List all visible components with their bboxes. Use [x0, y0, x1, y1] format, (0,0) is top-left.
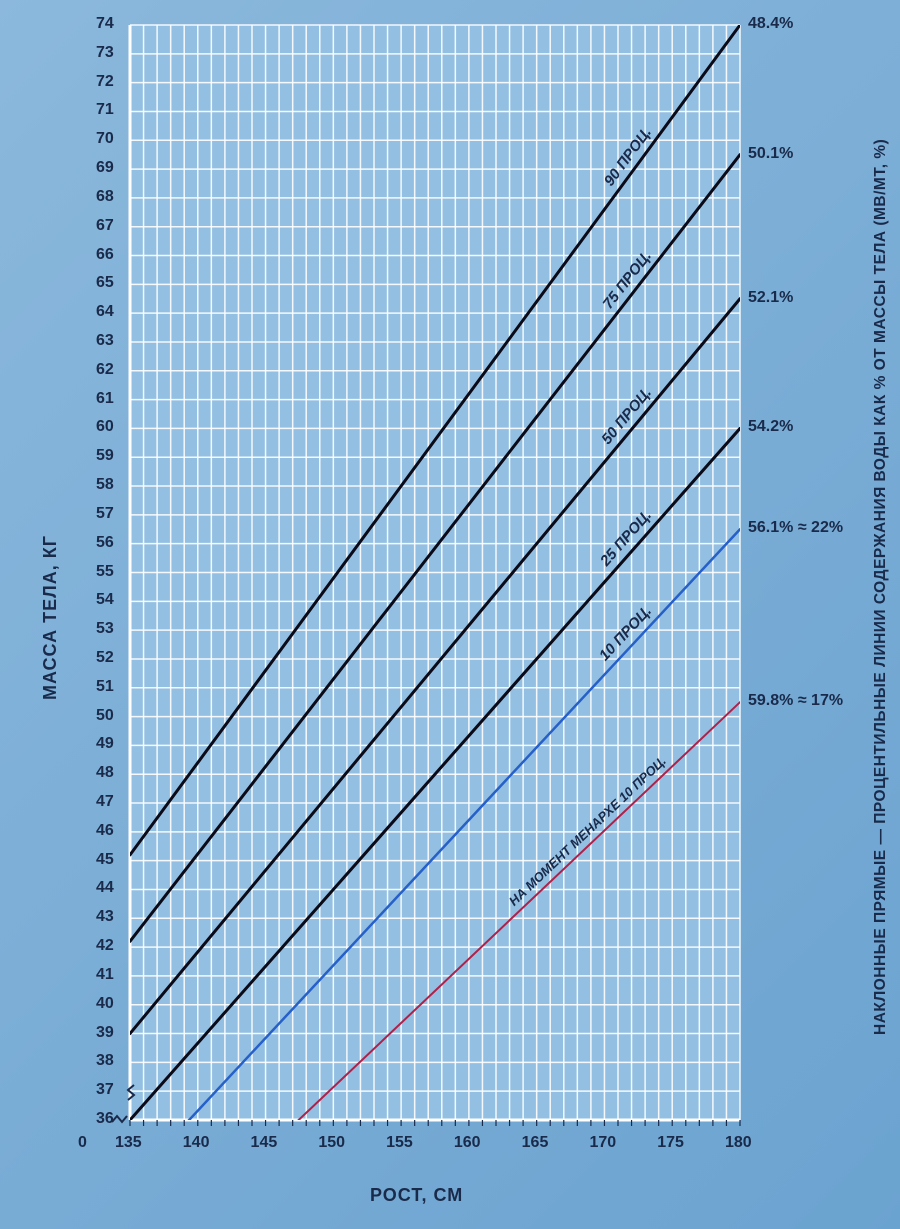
ytick-label: 60 — [96, 418, 114, 436]
ytick-label: 41 — [96, 966, 114, 984]
xtick-label: 150 — [318, 1134, 345, 1152]
ytick-label: 49 — [96, 735, 114, 753]
ytick-label: 69 — [96, 159, 114, 177]
ytick-label: 70 — [96, 130, 114, 148]
axis-break-x — [112, 1116, 127, 1122]
ytick-label: 47 — [96, 793, 114, 811]
xtick-label: 170 — [589, 1134, 616, 1152]
chart-page: МАССА ТЕЛА, КГ РОСТ, СМ НАКЛОННЫЕ ПРЯМЫЕ… — [0, 0, 900, 1229]
ytick-label: 37 — [96, 1081, 114, 1099]
ytick-label: 73 — [96, 44, 114, 62]
ytick-label: 55 — [96, 563, 114, 581]
ytick-label: 38 — [96, 1052, 114, 1070]
xtick-label: 160 — [454, 1134, 481, 1152]
ytick-label: 74 — [96, 15, 114, 33]
right-percent-label: 59.8% ≈ 17% — [748, 692, 843, 710]
ytick-label: 36 — [96, 1110, 114, 1128]
ytick-label: 46 — [96, 822, 114, 840]
xtick-label: 155 — [386, 1134, 413, 1152]
ytick-label: 51 — [96, 678, 114, 696]
ytick-label: 48 — [96, 764, 114, 782]
ytick-label: 53 — [96, 620, 114, 638]
x-axis-label: РОСТ, СМ — [370, 1185, 463, 1206]
ytick-label: 54 — [96, 591, 114, 609]
ytick-label: 39 — [96, 1024, 114, 1042]
xtick-label: 135 — [115, 1134, 142, 1152]
ytick-label: 64 — [96, 303, 114, 321]
ytick-label: 68 — [96, 188, 114, 206]
xtick-label: 140 — [183, 1134, 210, 1152]
ytick-label: 56 — [96, 534, 114, 552]
right-percent-label: 50.1% — [748, 145, 793, 163]
ytick-label: 57 — [96, 505, 114, 523]
ytick-label: 72 — [96, 73, 114, 91]
ytick-label: 62 — [96, 361, 114, 379]
xtick-label: 175 — [657, 1134, 684, 1152]
ytick-label: 63 — [96, 332, 114, 350]
ytick-label: 45 — [96, 851, 114, 869]
ytick-label: 42 — [96, 937, 114, 955]
ytick-label: 71 — [96, 101, 114, 119]
ytick-label: 50 — [96, 707, 114, 725]
ytick-label: 52 — [96, 649, 114, 667]
ytick-label: 59 — [96, 447, 114, 465]
ytick-label: 65 — [96, 274, 114, 292]
chart-svg — [0, 0, 900, 1229]
right-percent-label: 54.2% — [748, 418, 793, 436]
xtick-label: 165 — [522, 1134, 549, 1152]
xtick-zero: 0 — [78, 1134, 87, 1152]
ytick-label: 44 — [96, 879, 114, 897]
ytick-label: 61 — [96, 390, 114, 408]
y-axis-label: МАССА ТЕЛА, КГ — [40, 535, 61, 700]
right-percent-label: 48.4% — [748, 15, 793, 33]
xtick-label: 145 — [251, 1134, 278, 1152]
ytick-label: 58 — [96, 476, 114, 494]
ytick-label: 66 — [96, 246, 114, 264]
right-percent-label: 56.1% ≈ 22% — [748, 519, 843, 537]
xtick-label: 180 — [725, 1134, 752, 1152]
ytick-label: 67 — [96, 217, 114, 235]
y-right-axis-label: НАКЛОННЫЕ ПРЯМЫЕ — ПРОЦЕНТИЛЬНЫЕ ЛИНИИ С… — [870, 135, 892, 1035]
ytick-label: 43 — [96, 908, 114, 926]
right-percent-label: 52.1% — [748, 289, 793, 307]
ytick-label: 40 — [96, 995, 114, 1013]
